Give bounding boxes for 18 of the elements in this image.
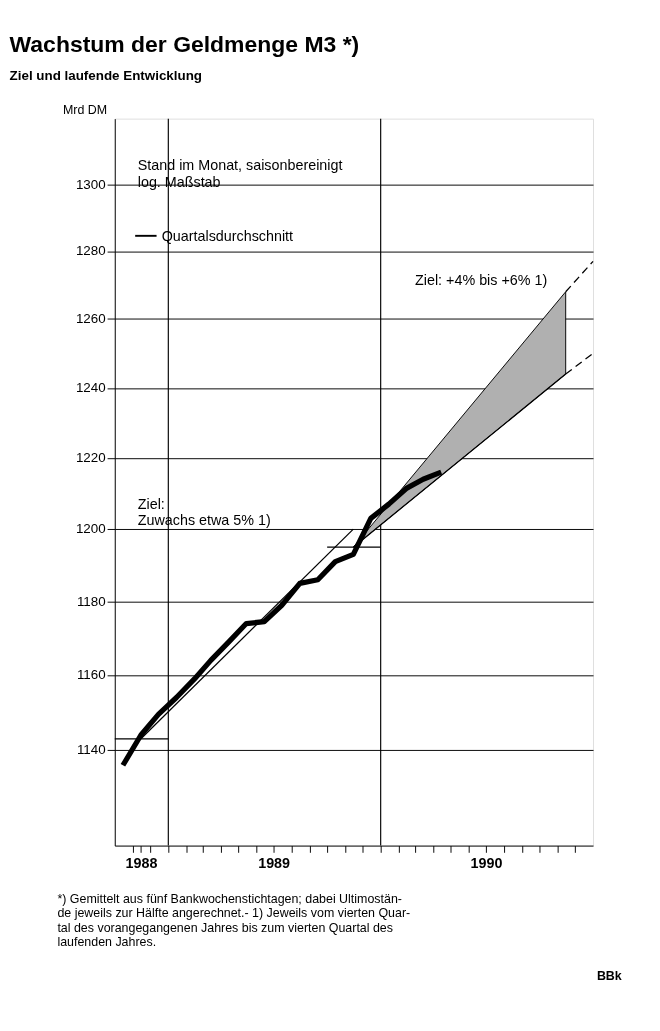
y-tick-label: 1280 [75,243,106,259]
x-tick-label: 1988 [125,855,158,872]
y-tick-label: 1220 [75,450,106,466]
chart-title: Wachstum der Geldmenge M3 *) [9,30,360,57]
text: *) Gemittelt aus fünf Bankwochenstichtagen; dabei Ultimostän- de jeweils zur Hälfte angerechnet.- 1) Jeweils vom vierten Quar- tal des vorangegangenen Jahres bis zum vierten Quartal des laufenden Jahres. [57,892,411,950]
y-axis-title: Mrd DM [62,102,108,117]
y-tick-label: 1180 [76,593,106,609]
y-tick-label: 1140 [76,742,106,758]
y-tick-label: 1200 [75,521,106,537]
annotation: Ziel: +4% bis +6% 1) [415,272,548,289]
y-tick-label: 1160 [76,667,106,683]
text: BBk [596,968,622,983]
y-tick-label: 1240 [75,380,106,396]
x-tick-label: 1989 [258,855,291,872]
x-tick-label: 1990 [470,855,503,872]
chart-subtitle: Ziel und laufende Entwicklung [9,68,203,84]
y-tick-label: 1300 [75,176,106,192]
y-tick-label: 1260 [75,311,106,327]
